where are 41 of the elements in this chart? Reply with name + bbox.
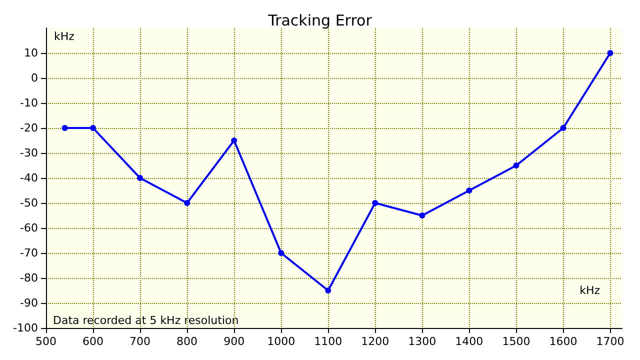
y-tick-label: -100: [13, 322, 38, 334]
point: [372, 200, 378, 206]
x-tick-label: 1700: [596, 335, 624, 348]
point: [278, 250, 284, 256]
y-tick-label: -20: [20, 122, 38, 134]
y-tick-label: -10: [20, 96, 38, 110]
y-axis-title: kHz: [54, 30, 75, 43]
point: [231, 138, 238, 144]
point: [90, 125, 96, 131]
y-tick-label: -70: [20, 246, 38, 260]
x-tick-label: 1000: [267, 335, 296, 348]
x-tick-label: 1600: [549, 335, 578, 348]
x-tick-label: 1500: [502, 335, 530, 348]
y-tick-label: 10: [24, 46, 38, 60]
point: [513, 162, 520, 168]
point: [419, 212, 426, 218]
y-tick-label: -30: [20, 146, 38, 160]
x-tick-label: 700: [130, 335, 151, 348]
chart-title: Tracking Error: [267, 12, 373, 30]
x-tick-label: 1200: [361, 335, 390, 348]
y-tick-label: -60: [20, 222, 38, 234]
point: [325, 288, 332, 294]
point: [560, 125, 566, 131]
x-tick-label: 800: [176, 335, 198, 348]
point: [466, 188, 472, 194]
x-tick-label: 1400: [455, 335, 484, 348]
point: [62, 125, 68, 131]
point: [137, 175, 144, 181]
x-tick-label: 900: [224, 335, 245, 348]
x-tick-label: 1300: [408, 335, 436, 348]
y-tick-label: -80: [20, 272, 38, 284]
point: [607, 50, 614, 56]
x-tick-label: 1100: [314, 335, 342, 348]
point: [184, 200, 190, 206]
x-tick-label: 500: [36, 335, 56, 348]
y-tick-label: -40: [20, 172, 38, 184]
x-axis-title: kHz: [580, 284, 600, 297]
y-tick-label: 0: [31, 72, 38, 84]
y-tick-label: -50: [20, 196, 38, 210]
x-tick-label: 600: [82, 335, 104, 348]
y-tick-label: -90: [20, 296, 38, 310]
